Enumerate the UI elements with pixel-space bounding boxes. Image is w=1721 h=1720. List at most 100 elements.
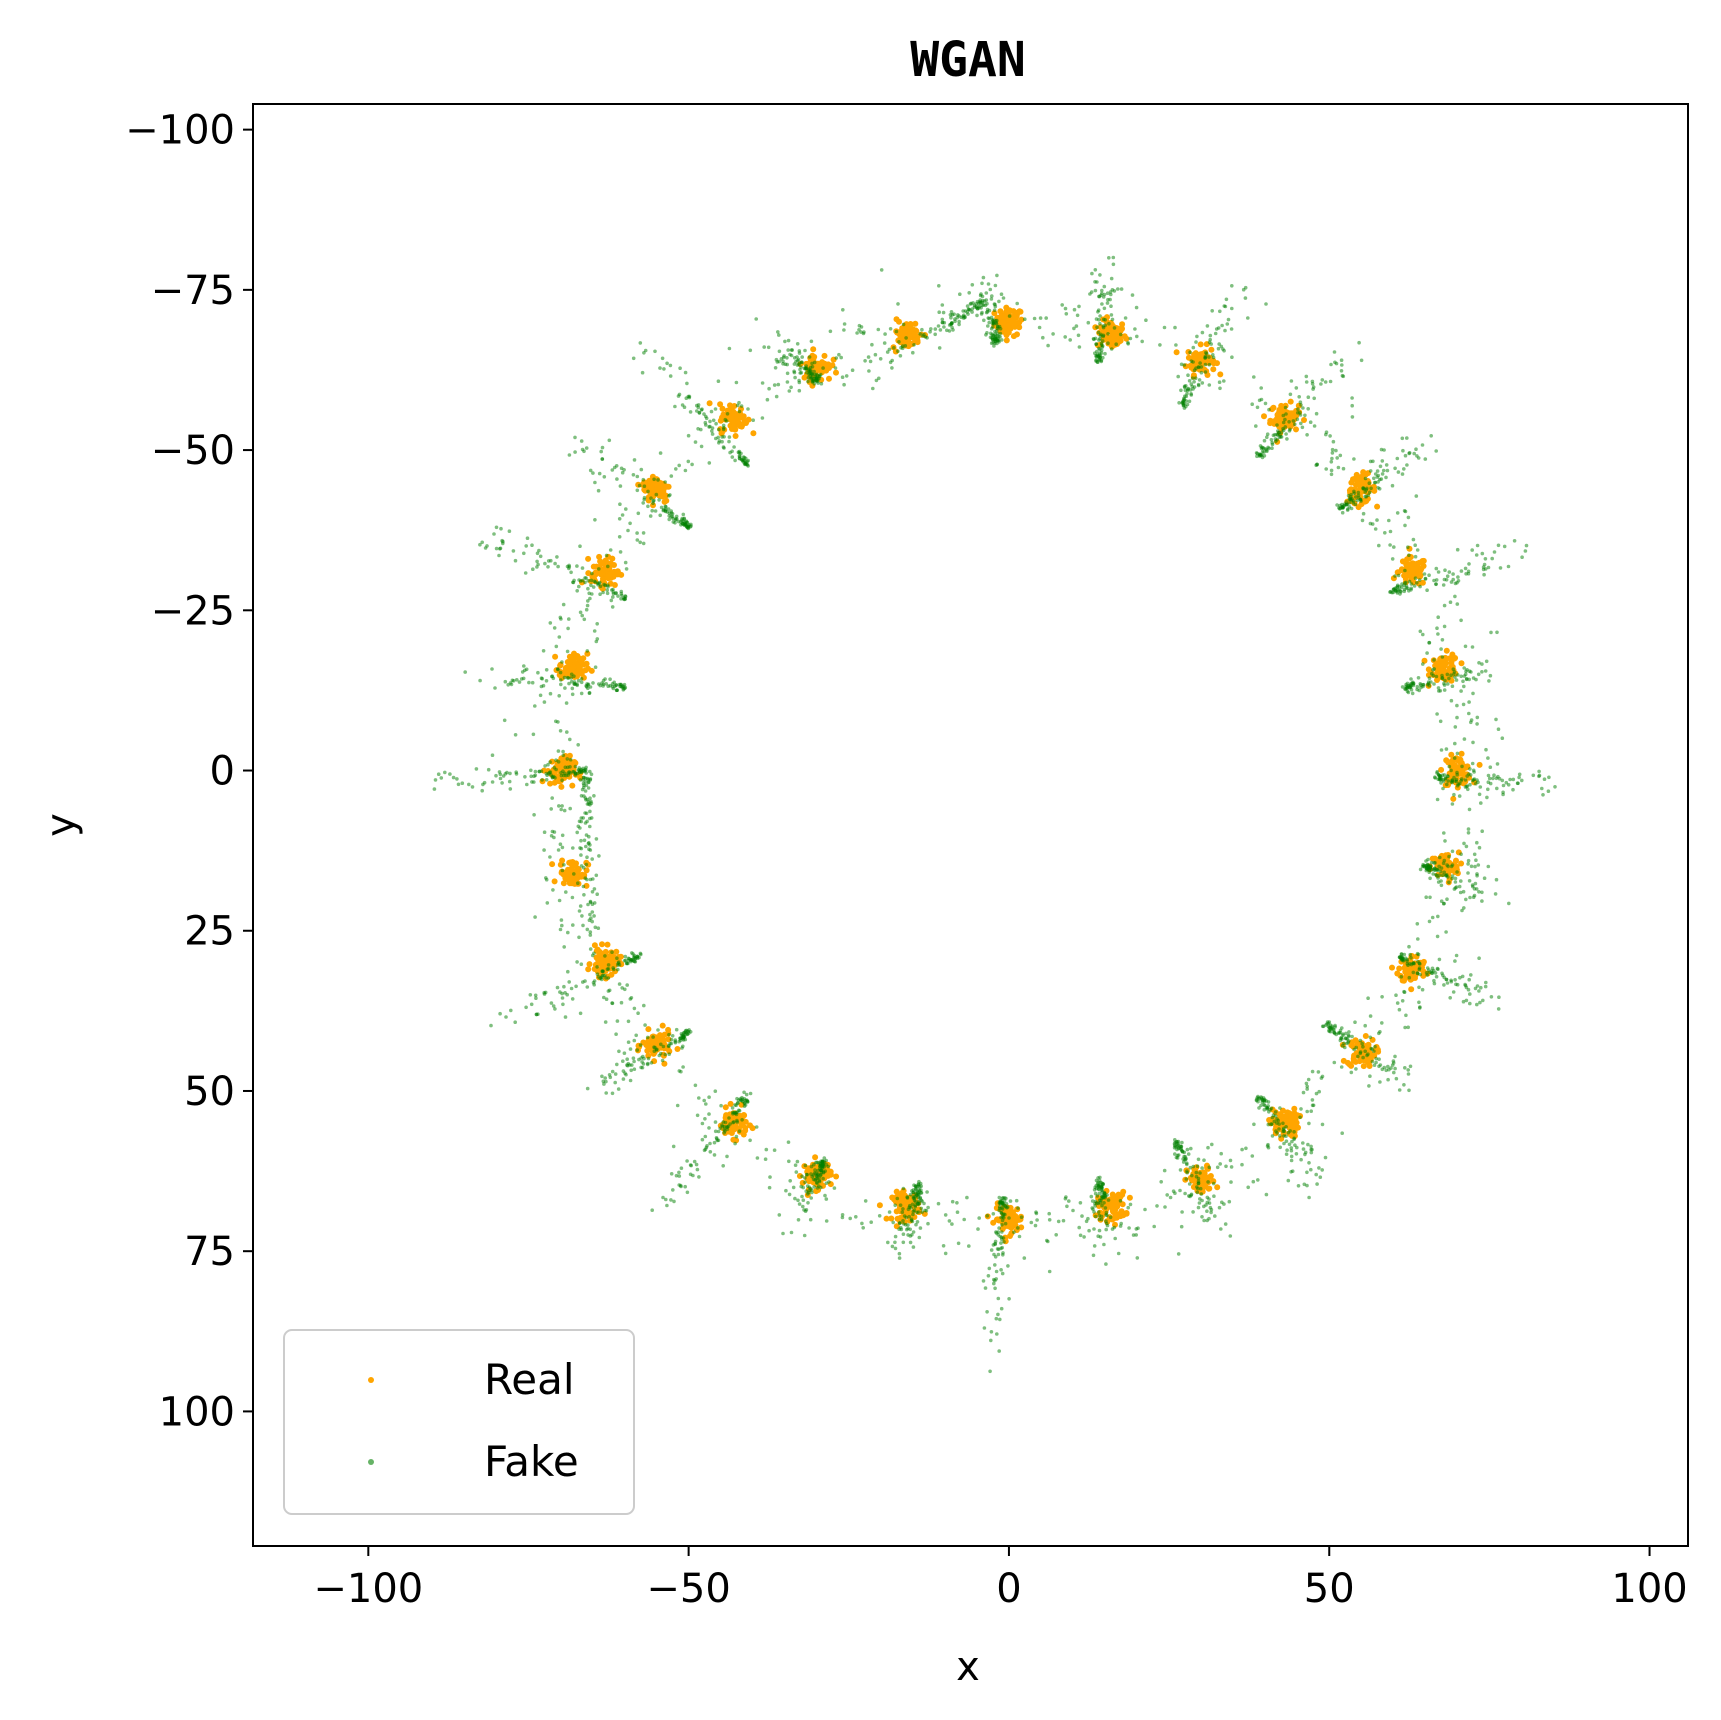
- fake-point: [1444, 873, 1449, 877]
- fake-point: [1096, 1187, 1101, 1192]
- fake-point: [1109, 276, 1114, 281]
- fake-point: [1477, 989, 1481, 993]
- fake-point: [1359, 358, 1364, 363]
- fake-point: [1368, 1035, 1373, 1040]
- fake-point: [1450, 778, 1454, 783]
- fake-point: [1205, 1218, 1209, 1223]
- fake-point: [490, 667, 494, 671]
- real-point: [585, 570, 592, 577]
- fake-point: [1394, 1076, 1399, 1081]
- fake-point: [626, 1040, 631, 1044]
- fake-point: [890, 366, 894, 370]
- fake-point: [618, 484, 623, 488]
- fake-point: [1266, 1122, 1271, 1127]
- fake-point: [1424, 859, 1428, 863]
- fake-point: [980, 281, 984, 286]
- series-fake: [432, 255, 1557, 1374]
- fake-point: [563, 991, 567, 995]
- fake-point: [1481, 998, 1485, 1003]
- fake-point: [735, 403, 740, 408]
- fake-point: [623, 958, 628, 963]
- fake-point: [523, 775, 527, 779]
- fake-point: [967, 1244, 971, 1248]
- fake-point: [1468, 782, 1472, 787]
- fake-point: [1436, 615, 1440, 619]
- fake-point: [615, 1019, 620, 1023]
- fake-point: [1323, 1155, 1328, 1160]
- fake-point: [1431, 668, 1435, 672]
- fake-point: [671, 1144, 676, 1149]
- fake-point: [552, 626, 557, 630]
- fake-point: [1104, 1219, 1108, 1224]
- fake-point: [1399, 590, 1403, 594]
- fake-point: [567, 453, 572, 457]
- fake-point: [989, 297, 994, 301]
- fake-point: [577, 819, 582, 824]
- fake-point: [1289, 379, 1294, 383]
- fake-point: [1240, 1147, 1244, 1152]
- fake-point: [592, 901, 597, 905]
- fake-point: [1105, 291, 1110, 296]
- real-point: [600, 964, 607, 971]
- fake-point: [1435, 771, 1439, 775]
- fake-point: [710, 432, 715, 436]
- fake-point: [1421, 682, 1426, 687]
- fake-point: [540, 676, 544, 681]
- fake-point: [777, 333, 781, 337]
- fake-point: [1265, 435, 1269, 440]
- fake-point: [1264, 1192, 1269, 1197]
- fake-point: [1380, 459, 1385, 463]
- fake-point: [965, 1195, 969, 1200]
- real-point: [617, 953, 624, 960]
- fake-point: [1474, 858, 1478, 862]
- fake-point: [1270, 1115, 1275, 1120]
- fake-point: [1375, 469, 1380, 473]
- fake-point: [1217, 1205, 1222, 1210]
- fake-point: [542, 992, 547, 996]
- fake-point: [668, 493, 672, 497]
- fake-point: [1454, 678, 1459, 682]
- fake-point: [1255, 405, 1260, 410]
- fake-point: [521, 676, 526, 681]
- fake-point: [1110, 288, 1115, 292]
- fake-point: [1182, 363, 1187, 367]
- fake-point: [567, 770, 571, 774]
- fake-point: [707, 1126, 711, 1130]
- fake-point: [588, 685, 593, 689]
- fake-point: [1352, 491, 1356, 496]
- fake-point: [635, 531, 639, 535]
- fake-point: [1198, 1186, 1203, 1191]
- fake-point: [1470, 761, 1475, 766]
- fake-point: [546, 559, 551, 563]
- fake-point: [549, 1001, 554, 1005]
- fake-point: [1473, 864, 1477, 869]
- fake-point: [624, 1072, 628, 1077]
- fake-point: [443, 770, 447, 775]
- fake-point: [1386, 1064, 1390, 1069]
- fake-point: [1211, 355, 1216, 360]
- fake-point: [635, 954, 640, 959]
- fake-point: [1194, 1170, 1199, 1175]
- fake-point: [1415, 684, 1420, 689]
- fake-point: [1275, 423, 1279, 427]
- fake-point: [1472, 770, 1476, 774]
- fake-point: [1000, 1223, 1004, 1227]
- fake-point: [660, 1058, 665, 1063]
- fake-point: [628, 1078, 633, 1083]
- fake-point: [1320, 1168, 1324, 1172]
- fake-point: [814, 376, 819, 380]
- fake-point: [998, 1202, 1002, 1206]
- fake-point: [1002, 1240, 1006, 1244]
- fake-point: [683, 1184, 687, 1189]
- fake-point: [540, 778, 544, 782]
- fake-point: [1481, 567, 1486, 572]
- fake-point: [1078, 1233, 1083, 1238]
- fake-point: [766, 345, 771, 350]
- fake-point: [1418, 584, 1422, 589]
- fake-point: [1259, 1103, 1263, 1108]
- fake-point: [1403, 1066, 1407, 1070]
- fake-point: [579, 680, 584, 685]
- fake-point: [546, 565, 550, 569]
- real-point: [727, 1100, 734, 1107]
- fake-point: [1373, 480, 1377, 485]
